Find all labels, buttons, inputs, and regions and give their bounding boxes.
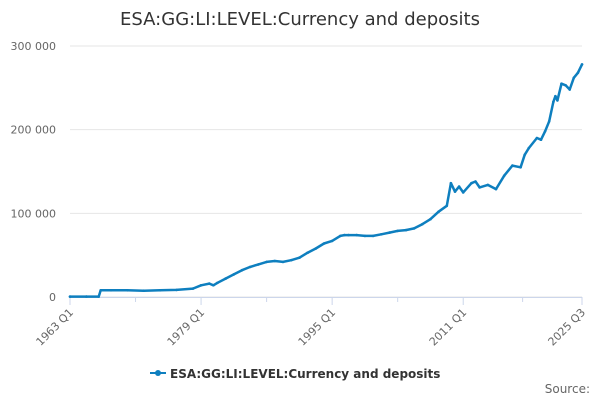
data-point[interactable] — [343, 233, 346, 237]
data-point[interactable] — [175, 288, 178, 292]
data-point[interactable] — [306, 251, 309, 254]
data-point[interactable] — [396, 229, 400, 233]
data-point[interactable] — [330, 239, 334, 243]
data-point[interactable] — [461, 191, 465, 194]
data-point[interactable] — [568, 88, 571, 91]
data-point[interactable] — [257, 263, 260, 266]
y-tick-label: 0 — [49, 291, 56, 304]
y-tick-label: 300 000 — [11, 40, 57, 53]
gridlines — [70, 45, 582, 298]
data-point[interactable] — [240, 268, 244, 272]
data-point[interactable] — [502, 174, 506, 177]
data-point[interactable] — [216, 281, 219, 285]
data-point[interactable] — [470, 181, 473, 185]
x-axis: 1963 Q1 1979 Q1 1995 Q1 2011 Q1 2025 Q3 — [34, 297, 589, 349]
data-point[interactable] — [248, 265, 252, 269]
data-point[interactable] — [85, 295, 88, 298]
data-point[interactable] — [289, 258, 293, 262]
data-point[interactable] — [355, 233, 359, 237]
data-point[interactable] — [142, 289, 145, 293]
data-point[interactable] — [572, 76, 576, 80]
legend[interactable]: ESA:GG:LI:LEVEL:Currency and deposits — [150, 367, 440, 381]
data-point[interactable] — [199, 284, 203, 287]
plot-area — [68, 63, 584, 298]
x-tick-label: 2025 Q3 — [546, 306, 589, 349]
data-point[interactable] — [421, 222, 424, 226]
data-point[interactable] — [547, 120, 551, 123]
data-point[interactable] — [412, 227, 416, 230]
data-point[interactable] — [519, 166, 522, 169]
data-point[interactable] — [527, 146, 531, 150]
data-point[interactable] — [449, 181, 453, 185]
data-point[interactable] — [453, 190, 457, 193]
data-point[interactable] — [265, 260, 268, 264]
data-point[interactable] — [554, 94, 557, 98]
data-point[interactable] — [126, 289, 129, 292]
legend-marker-icon — [155, 370, 161, 376]
data-point[interactable] — [523, 153, 526, 157]
data-point[interactable] — [564, 84, 567, 87]
data-point[interactable] — [560, 82, 563, 85]
chart-title: ESA:GG:LI:LEVEL:Currency and deposits — [120, 9, 480, 30]
data-point[interactable] — [539, 138, 543, 141]
data-point[interactable] — [486, 183, 490, 187]
data-point[interactable] — [404, 228, 408, 232]
data-point[interactable] — [281, 260, 285, 264]
data-point[interactable] — [273, 259, 277, 263]
data-point[interactable] — [322, 242, 326, 245]
data-point[interactable] — [208, 282, 211, 285]
data-point[interactable] — [158, 289, 162, 292]
credits[interactable]: Source: — [545, 382, 590, 396]
data-point[interactable] — [212, 284, 215, 287]
data-point[interactable] — [99, 289, 102, 292]
x-tick-label: 1995 Q1 — [296, 306, 339, 349]
series-line[interactable] — [68, 63, 584, 298]
data-point[interactable] — [445, 204, 449, 208]
data-point[interactable] — [556, 99, 559, 102]
data-point[interactable] — [388, 231, 391, 234]
data-point[interactable] — [437, 210, 440, 213]
data-point[interactable] — [457, 185, 461, 188]
data-point[interactable] — [552, 100, 555, 104]
legend-label: ESA:GG:LI:LEVEL:Currency and deposits — [170, 367, 440, 381]
data-point[interactable] — [109, 289, 113, 292]
data-point[interactable] — [511, 164, 514, 167]
data-point[interactable] — [68, 295, 72, 298]
data-point[interactable] — [232, 273, 236, 276]
data-point[interactable] — [371, 234, 375, 238]
data-point[interactable] — [429, 217, 432, 221]
data-point[interactable] — [363, 234, 367, 238]
data-point[interactable] — [543, 130, 547, 133]
data-point[interactable] — [339, 234, 342, 238]
data-point[interactable] — [347, 233, 350, 237]
data-point[interactable] — [191, 287, 195, 290]
data-point[interactable] — [314, 247, 318, 250]
x-tick-label: 2011 Q1 — [427, 306, 470, 349]
data-point[interactable] — [97, 295, 100, 298]
data-point[interactable] — [224, 277, 227, 280]
data-point[interactable] — [494, 187, 498, 191]
x-tick-label: 1963 Q1 — [34, 306, 77, 349]
data-point[interactable] — [474, 180, 477, 183]
data-point[interactable] — [576, 71, 580, 75]
x-tick-label: 1979 Q1 — [165, 306, 208, 349]
y-tick-label: 200 000 — [11, 124, 57, 137]
data-point[interactable] — [535, 136, 539, 140]
data-point[interactable] — [580, 63, 584, 66]
data-point[interactable] — [478, 186, 481, 189]
y-axis: 0 100 000 200 000 300 000 — [11, 40, 57, 304]
y-tick-label: 100 000 — [11, 207, 57, 220]
data-point[interactable] — [298, 256, 301, 260]
data-point[interactable] — [380, 233, 383, 236]
